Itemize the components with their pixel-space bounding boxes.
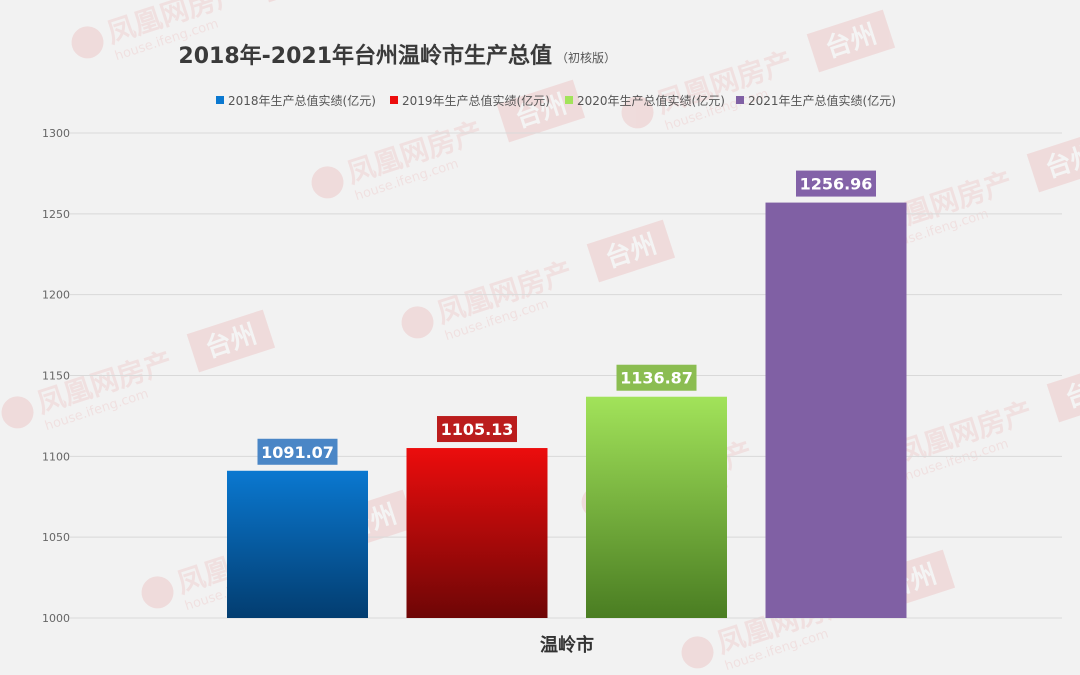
watermark-city: 台州 xyxy=(602,229,661,275)
legend-label: 2018年生产总值实绩(亿元) xyxy=(228,93,376,108)
legend-swatch xyxy=(565,96,573,104)
y-tick-label: 1300 xyxy=(42,127,70,140)
watermark-city: 台州 xyxy=(822,19,881,65)
data-label: 1256.96 xyxy=(800,175,873,194)
watermark-logo-icon xyxy=(1,396,34,429)
legend-label: 2020年生产总值实绩(亿元) xyxy=(577,93,725,108)
subtitle: （初核版） xyxy=(556,51,616,65)
legend-item: 2020年生产总值实绩(亿元) xyxy=(565,93,725,108)
y-tick-label: 1150 xyxy=(42,370,70,383)
legend-swatch xyxy=(736,96,744,104)
bars xyxy=(227,202,907,618)
legend-item: 2019年生产总值实绩(亿元) xyxy=(390,93,550,108)
legend-item: 2021年生产总值实绩(亿元) xyxy=(736,93,896,108)
watermark-logo-icon xyxy=(71,26,104,59)
y-tick-label: 1250 xyxy=(42,208,70,221)
legend-item: 2018年生产总值实绩(亿元) xyxy=(216,93,376,108)
watermark-logo-icon xyxy=(141,576,174,609)
legend: 2018年生产总值实绩(亿元) 2019年生产总值实绩(亿元) 2020年生产总值实… xyxy=(216,93,896,108)
bar-2020 xyxy=(586,396,727,618)
data-label-box xyxy=(437,416,517,443)
y-axis: 1000 1050 1100 1150 1200 1250 1300 xyxy=(42,127,70,625)
watermark-city-box xyxy=(806,9,896,73)
bar-2021 xyxy=(765,202,907,618)
watermark-city-box xyxy=(586,219,676,283)
watermark-city-box xyxy=(496,79,586,143)
data-labels: 1091.07 1105.13 1136.87 1256.96 xyxy=(257,170,876,465)
data-label-box xyxy=(257,438,338,465)
x-axis-label: 温岭市 xyxy=(540,634,594,656)
watermark-city: 台州 xyxy=(202,319,261,365)
watermark-city-box xyxy=(186,309,276,373)
chart-title: 2018年-2021年台州温岭市生产总值 （初核版） xyxy=(178,43,616,69)
bar-2018 xyxy=(227,470,368,618)
y-tick-label: 1200 xyxy=(42,289,70,302)
data-label: 1136.87 xyxy=(620,369,693,388)
watermark-city-box xyxy=(1026,129,1080,193)
watermark-logo-icon xyxy=(401,306,434,339)
y-tick-label: 1050 xyxy=(42,531,70,544)
data-label: 1091.07 xyxy=(261,443,334,462)
data-label: 1105.13 xyxy=(441,420,514,439)
watermark-city-box xyxy=(256,0,346,3)
legend-label: 2021年生产总值实绩(亿元) xyxy=(748,93,896,108)
bar-2019 xyxy=(406,448,548,618)
legend-label: 2019年生产总值实绩(亿元) xyxy=(402,93,550,108)
legend-swatch xyxy=(390,96,398,104)
watermark-logo-icon xyxy=(621,96,654,129)
legend-swatch xyxy=(216,96,224,104)
title: 2018年-2021年台州温岭市生产总值 xyxy=(178,43,552,69)
y-tick-label: 1100 xyxy=(42,450,70,463)
watermark-logo-icon xyxy=(311,166,344,199)
watermark-logo-icon xyxy=(681,636,714,669)
watermark-city-box xyxy=(1046,359,1080,423)
data-label-box xyxy=(616,364,697,391)
data-label-box xyxy=(796,170,876,197)
y-tick-label: 1000 xyxy=(42,612,70,625)
